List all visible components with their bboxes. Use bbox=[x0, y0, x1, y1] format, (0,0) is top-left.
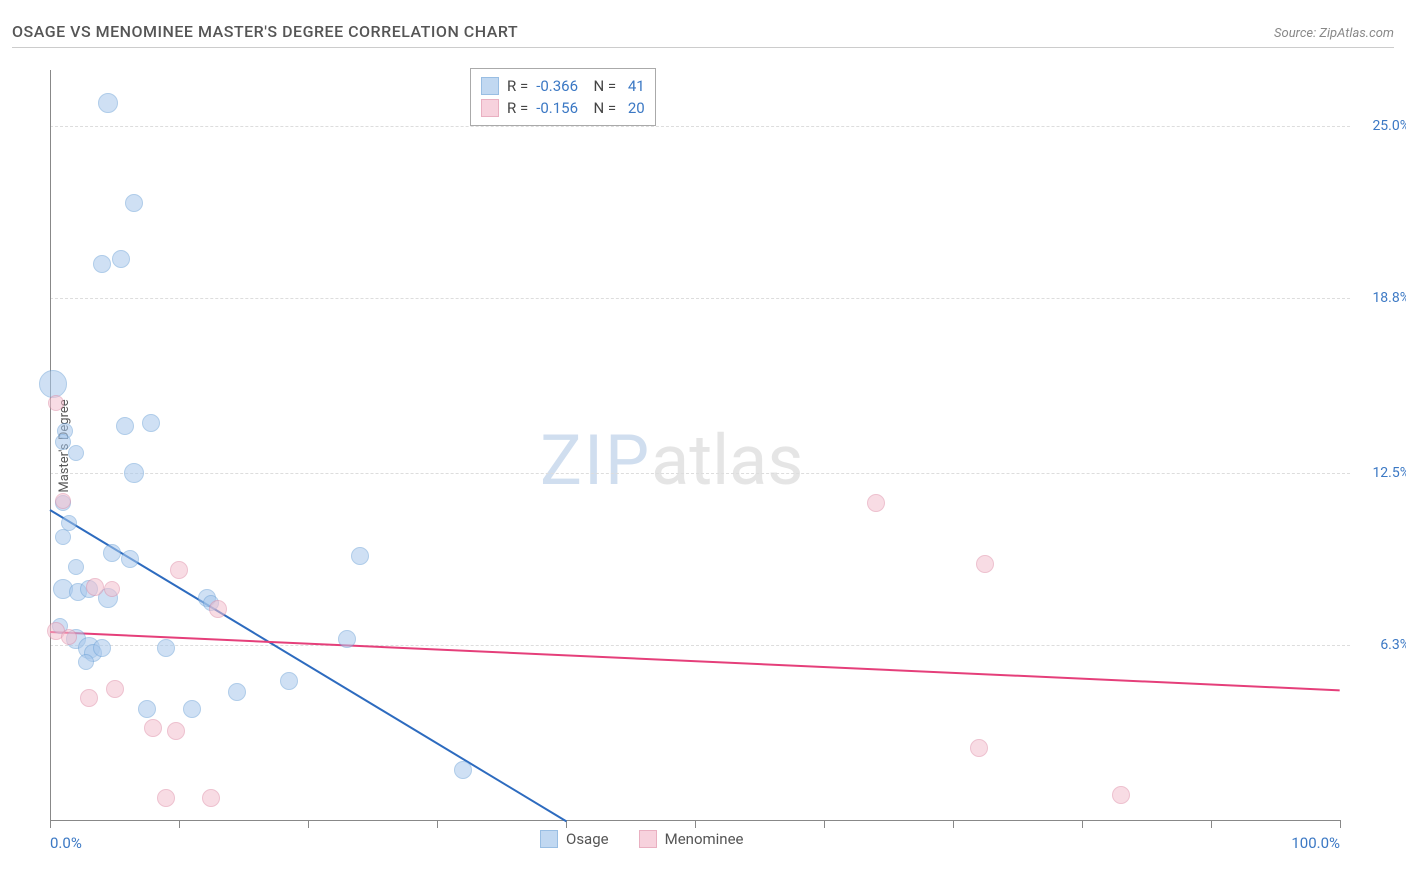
data-point-osage bbox=[338, 630, 356, 648]
y-tick-label: 12.5% bbox=[1372, 465, 1406, 481]
data-point-menominee bbox=[106, 680, 124, 698]
legend-r-value: -0.366 bbox=[536, 77, 578, 95]
data-point-menominee bbox=[1112, 786, 1130, 804]
legend-r-value: -0.156 bbox=[536, 99, 578, 117]
x-tick bbox=[308, 820, 309, 828]
grid-line bbox=[50, 298, 1350, 299]
data-point-menominee bbox=[867, 494, 885, 512]
legend-swatch bbox=[481, 77, 499, 95]
legend-r-label: R = bbox=[507, 99, 528, 117]
stats-legend-row: R = -0.156 N = 20 bbox=[481, 97, 645, 119]
data-point-osage bbox=[116, 417, 134, 435]
grid-line bbox=[50, 126, 1350, 127]
data-point-osage bbox=[68, 445, 84, 461]
stats-legend: R = -0.366 N = 41R = -0.156 N = 20 bbox=[470, 68, 656, 126]
series-legend-label: Menominee bbox=[665, 830, 744, 848]
legend-n-label: N = bbox=[586, 77, 616, 95]
data-point-osage bbox=[142, 414, 160, 432]
data-point-menominee bbox=[144, 719, 162, 737]
data-point-osage bbox=[93, 639, 111, 657]
data-point-osage bbox=[112, 250, 130, 268]
series-legend-item: Osage bbox=[540, 830, 609, 848]
chart-header: OSAGE VS MENOMINEE MASTER'S DEGREE CORRE… bbox=[12, 20, 1394, 48]
grid-line bbox=[50, 645, 1350, 646]
grid-line bbox=[50, 473, 1350, 474]
data-point-osage bbox=[93, 255, 111, 273]
data-point-osage bbox=[39, 370, 67, 398]
data-point-menominee bbox=[48, 395, 64, 411]
data-point-osage bbox=[55, 529, 71, 545]
y-tick-label: 18.8% bbox=[1372, 290, 1406, 306]
data-point-osage bbox=[98, 93, 118, 113]
data-point-osage bbox=[454, 761, 472, 779]
data-point-osage bbox=[157, 639, 175, 657]
data-point-osage bbox=[138, 700, 156, 718]
y-tick-label: 25.0% bbox=[1372, 118, 1406, 134]
plot-area: ZIPatlas 6.3%12.5%18.8%25.0%0.0%100.0%R … bbox=[50, 60, 1350, 840]
data-point-osage bbox=[78, 654, 94, 670]
data-point-osage bbox=[228, 683, 246, 701]
x-tick bbox=[179, 820, 180, 828]
data-point-menominee bbox=[157, 789, 175, 807]
series-legend-item: Menominee bbox=[639, 830, 744, 848]
data-point-osage bbox=[124, 463, 144, 483]
data-point-menominee bbox=[209, 600, 227, 618]
x-tick bbox=[1211, 820, 1212, 828]
trend-line-menominee bbox=[50, 631, 1340, 691]
stats-legend-row: R = -0.366 N = 41 bbox=[481, 75, 645, 97]
data-point-menominee bbox=[104, 581, 120, 597]
watermark: ZIPatlas bbox=[540, 420, 803, 502]
series-legend: Osage Menominee bbox=[540, 830, 744, 848]
data-point-osage bbox=[280, 672, 298, 690]
legend-r-label: R = bbox=[507, 77, 528, 95]
y-tick-label: 6.3% bbox=[1380, 637, 1406, 653]
data-point-menominee bbox=[976, 555, 994, 573]
data-point-osage bbox=[351, 547, 369, 565]
data-point-menominee bbox=[61, 629, 77, 645]
legend-n-label: N = bbox=[586, 99, 616, 117]
legend-n-value: 41 bbox=[624, 77, 645, 95]
data-point-menominee bbox=[55, 493, 71, 509]
data-point-osage bbox=[103, 544, 121, 562]
data-point-osage bbox=[121, 550, 139, 568]
x-tick-label: 100.0% bbox=[1291, 834, 1340, 852]
x-tick-label: 0.0% bbox=[50, 834, 82, 852]
data-point-menominee bbox=[80, 689, 98, 707]
legend-n-value: 20 bbox=[624, 99, 645, 117]
data-point-osage bbox=[68, 559, 84, 575]
x-tick bbox=[824, 820, 825, 828]
data-point-menominee bbox=[202, 789, 220, 807]
x-tick bbox=[50, 820, 51, 828]
data-point-osage bbox=[125, 194, 143, 212]
x-tick bbox=[953, 820, 954, 828]
legend-swatch bbox=[481, 99, 499, 117]
data-point-osage bbox=[183, 700, 201, 718]
legend-swatch bbox=[540, 830, 558, 848]
x-tick bbox=[437, 820, 438, 828]
x-tick bbox=[1340, 820, 1341, 828]
y-axis bbox=[50, 70, 51, 820]
data-point-menominee bbox=[170, 561, 188, 579]
x-tick bbox=[566, 820, 567, 828]
data-point-menominee bbox=[86, 578, 104, 596]
data-point-menominee bbox=[167, 722, 185, 740]
x-tick bbox=[695, 820, 696, 828]
legend-swatch bbox=[639, 830, 657, 848]
chart-source: Source: ZipAtlas.com bbox=[1274, 26, 1394, 41]
chart-title: OSAGE VS MENOMINEE MASTER'S DEGREE CORRE… bbox=[12, 22, 518, 41]
x-tick bbox=[1082, 820, 1083, 828]
data-point-menominee bbox=[970, 739, 988, 757]
series-legend-label: Osage bbox=[566, 830, 609, 848]
